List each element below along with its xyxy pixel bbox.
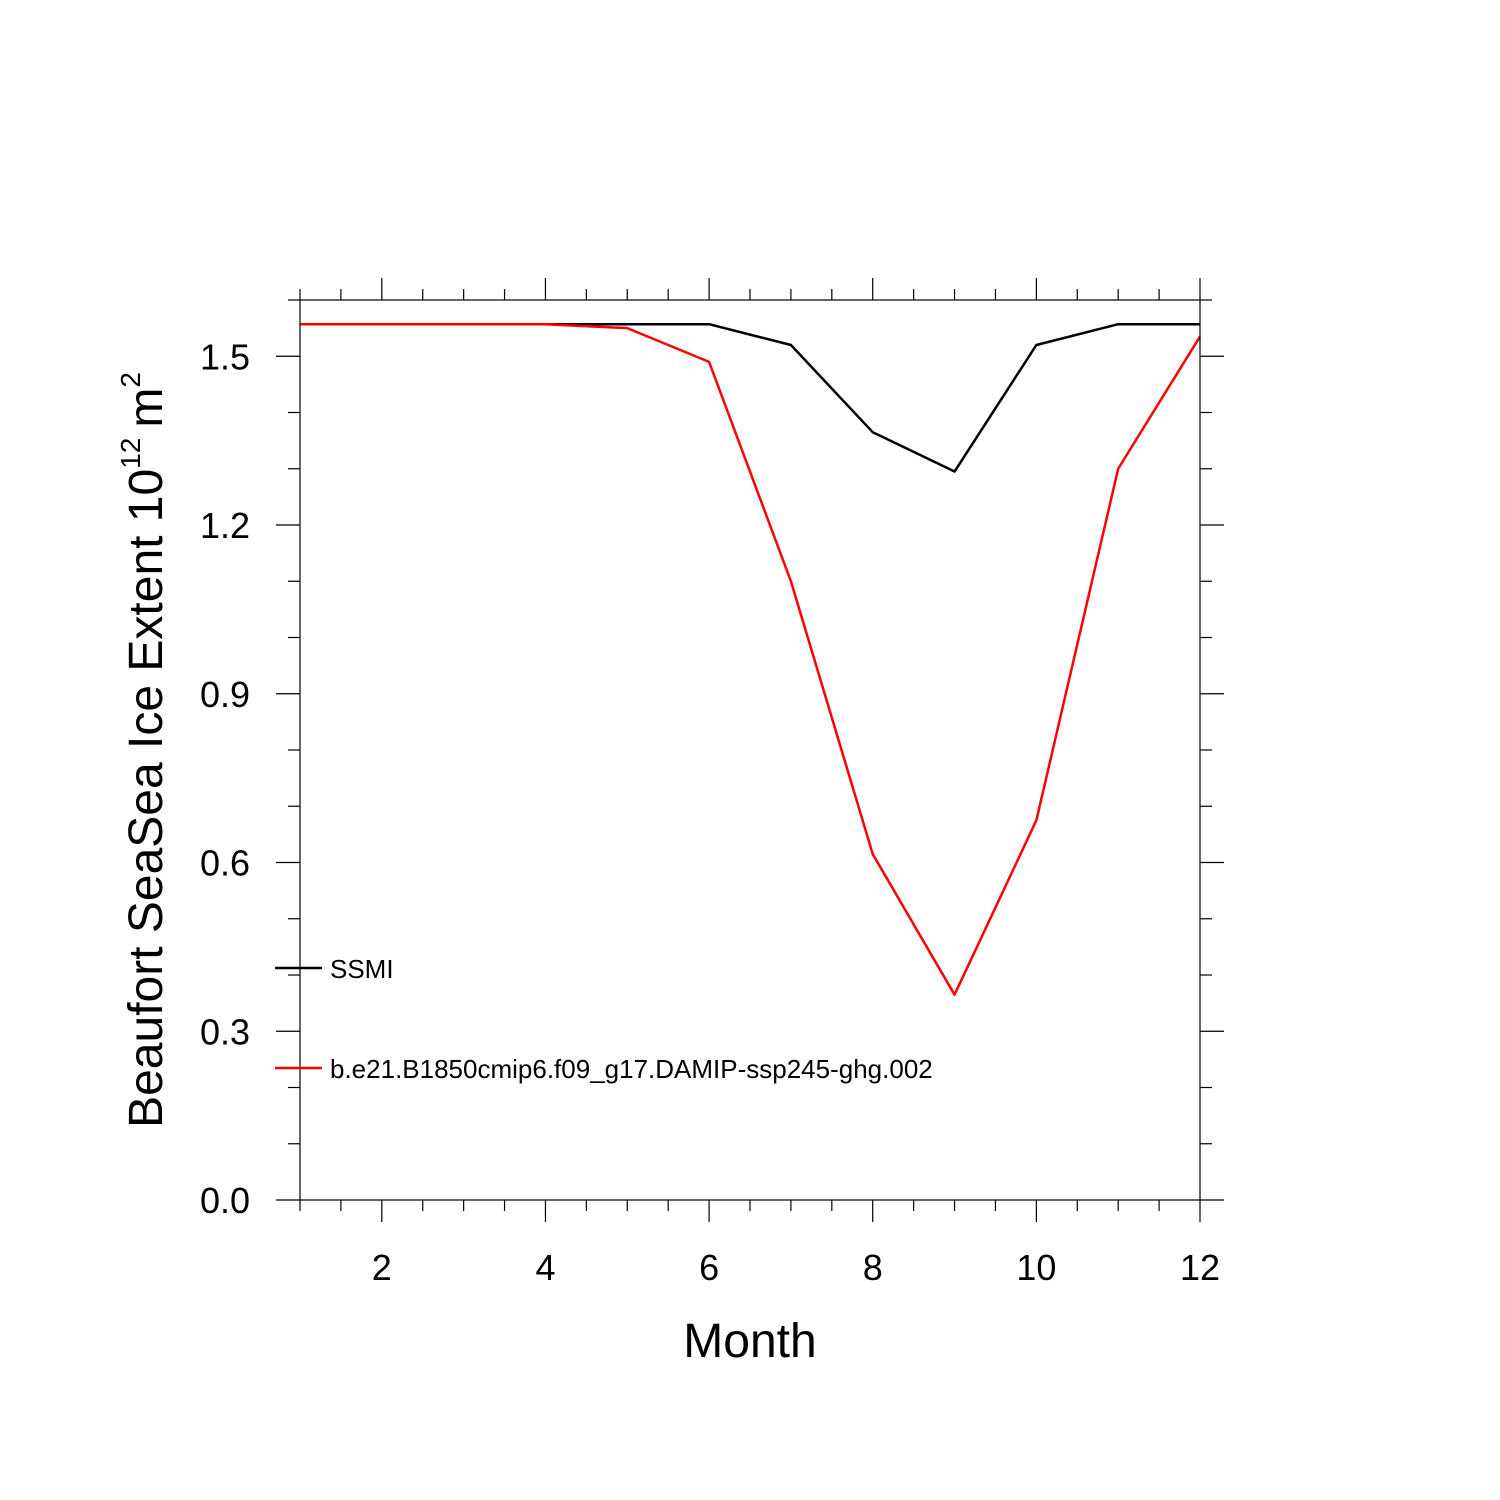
x-tick-label: 12 — [1180, 1247, 1220, 1288]
plot-frame — [299, 299, 1201, 1201]
series-line-model — [300, 322, 1202, 996]
y-axis-title-unit: m — [120, 388, 173, 428]
y-tick-label: 0.9 — [200, 674, 250, 715]
legend: SSMI b.e21.B1850cmip6.f09_g17.DAMIP-ssp24… — [275, 954, 933, 1084]
x-tick-label: 2 — [372, 1247, 392, 1288]
x-tick-label: 8 — [863, 1247, 883, 1288]
y-tick-label: 1.2 — [200, 505, 250, 546]
y-tick-labels: 0.0 0.3 0.6 0.9 1.2 1.5 — [200, 336, 250, 1221]
x-tick-label: 10 — [1016, 1247, 1056, 1288]
legend-label: b.e21.B1850cmip6.f09_g17.DAMIP-ssp245-gh… — [330, 1054, 933, 1084]
y-axis-title-exponent: 12 — [115, 438, 146, 469]
y-axis-title-text: Beaufort SeaSea Ice Extent 10 — [120, 469, 173, 1128]
y-tick-label: 0.6 — [200, 843, 250, 884]
y-tick-label: 1.5 — [200, 336, 250, 377]
series-layer — [300, 322, 1202, 996]
y-axis-title: Beaufort SeaSea Ice Extent 1012 m2 — [115, 372, 173, 1128]
x-tick-label: 4 — [535, 1247, 555, 1288]
x-tick-label: 6 — [699, 1247, 719, 1288]
y-axis-title-unit-exponent: 2 — [115, 372, 146, 388]
y-tick-label: 0.3 — [200, 1011, 250, 1052]
major-ticks — [276, 278, 1224, 1222]
series-line-ssmi — [300, 322, 1200, 473]
x-tick-labels: 2 4 6 8 10 12 — [372, 1247, 1220, 1288]
y-tick-label: 0.0 — [200, 1180, 250, 1221]
x-axis-title: Month — [683, 1315, 816, 1368]
minor-ticks — [288, 289, 1212, 1211]
legend-label: SSMI — [330, 954, 394, 984]
